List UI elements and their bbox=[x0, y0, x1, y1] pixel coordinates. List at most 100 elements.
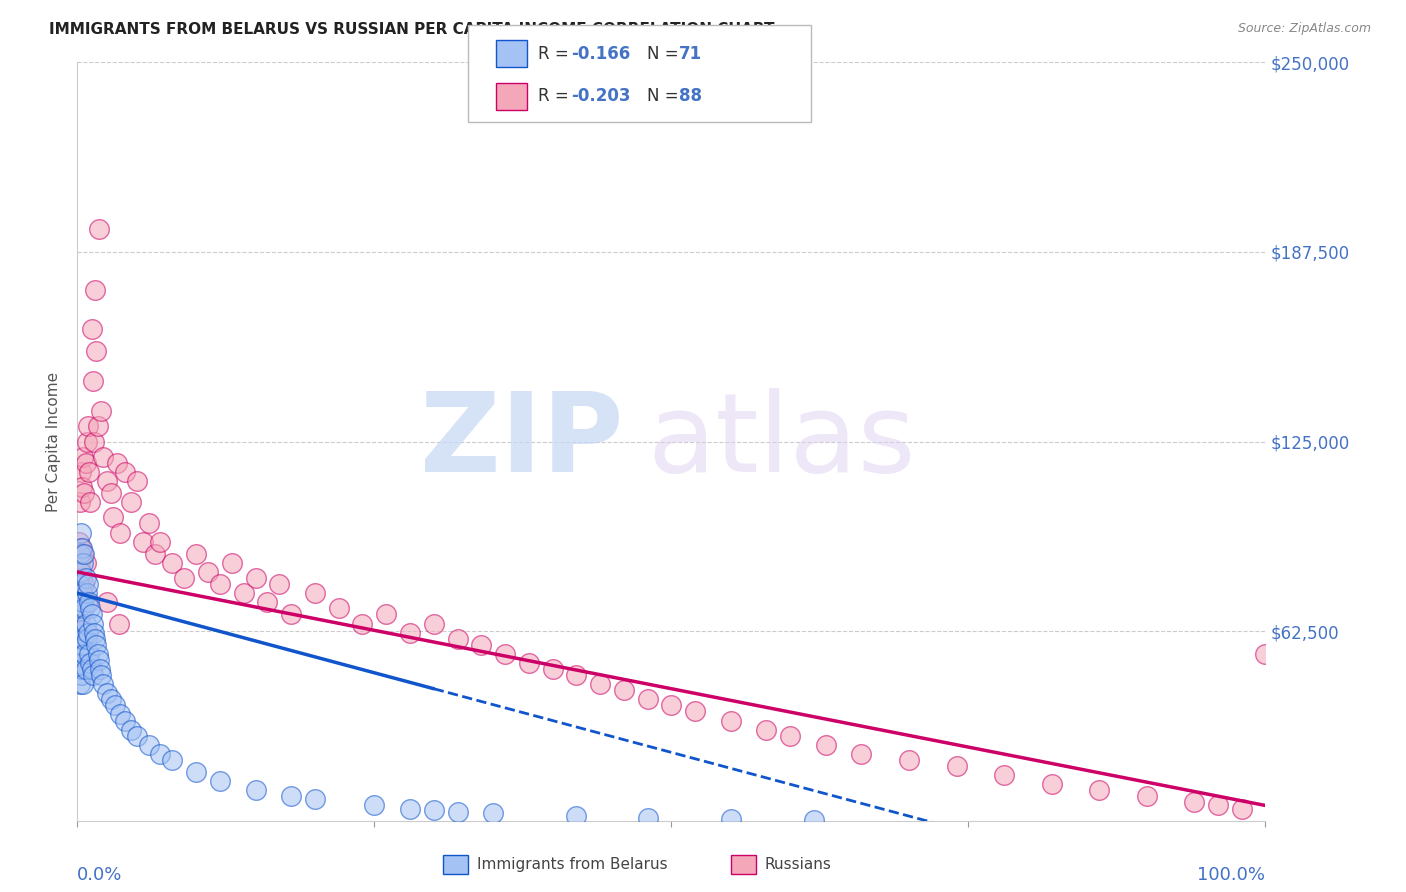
Point bbox=[77, 647, 100, 661]
Point bbox=[73, 486, 96, 500]
Point bbox=[73, 601, 96, 615]
Point bbox=[186, 547, 208, 561]
Text: R =: R = bbox=[538, 87, 575, 105]
Point bbox=[70, 565, 93, 579]
Point bbox=[82, 374, 104, 388]
Text: 88: 88 bbox=[679, 87, 702, 105]
Point bbox=[87, 653, 110, 667]
Text: ZIP: ZIP bbox=[420, 388, 624, 495]
Point bbox=[87, 222, 110, 236]
Point bbox=[77, 595, 100, 609]
Point bbox=[73, 577, 96, 591]
Point bbox=[208, 577, 231, 591]
Point bbox=[720, 714, 742, 728]
Point bbox=[304, 586, 326, 600]
Point bbox=[100, 692, 122, 706]
Point bbox=[77, 625, 100, 640]
Point bbox=[86, 647, 108, 661]
Point bbox=[1136, 789, 1159, 804]
Point bbox=[72, 450, 94, 464]
Point bbox=[256, 595, 278, 609]
Point bbox=[67, 632, 90, 646]
Point bbox=[399, 625, 422, 640]
Text: N =: N = bbox=[647, 45, 683, 62]
Point bbox=[208, 774, 231, 789]
Point bbox=[75, 662, 97, 676]
Point bbox=[70, 601, 93, 615]
Point bbox=[120, 495, 142, 509]
Point bbox=[70, 541, 93, 555]
Point bbox=[375, 607, 398, 622]
Point bbox=[82, 668, 104, 682]
Point bbox=[363, 798, 385, 813]
Point bbox=[197, 565, 219, 579]
Point bbox=[613, 683, 636, 698]
Point bbox=[70, 662, 93, 676]
Point bbox=[399, 801, 422, 815]
Point bbox=[80, 322, 103, 336]
Point bbox=[75, 556, 97, 570]
Point bbox=[90, 404, 112, 418]
Text: R =: R = bbox=[538, 45, 575, 62]
Point bbox=[70, 465, 93, 479]
Point bbox=[221, 556, 243, 570]
Point bbox=[637, 692, 659, 706]
Point bbox=[67, 647, 90, 661]
Point bbox=[75, 456, 97, 470]
Point bbox=[86, 419, 108, 434]
Point bbox=[70, 668, 93, 682]
Point bbox=[76, 586, 98, 600]
Point bbox=[96, 686, 118, 700]
Point bbox=[851, 747, 873, 761]
Point bbox=[70, 541, 93, 555]
Point bbox=[814, 738, 837, 752]
Point bbox=[108, 525, 131, 540]
Point bbox=[149, 747, 172, 761]
Point bbox=[245, 571, 267, 585]
Point bbox=[280, 607, 302, 622]
Point bbox=[76, 632, 98, 646]
Text: 0.0%: 0.0% bbox=[77, 866, 122, 884]
Point bbox=[70, 586, 93, 600]
Point bbox=[114, 465, 136, 479]
Point bbox=[565, 809, 588, 823]
Point bbox=[82, 616, 104, 631]
Y-axis label: Per Capita Income: Per Capita Income bbox=[46, 371, 62, 512]
Point bbox=[67, 577, 90, 591]
Point bbox=[76, 595, 98, 609]
Point bbox=[149, 534, 172, 549]
Text: -0.166: -0.166 bbox=[571, 45, 630, 62]
Point bbox=[162, 556, 184, 570]
Point bbox=[72, 677, 94, 691]
Point bbox=[898, 753, 921, 767]
Point bbox=[446, 632, 468, 646]
Point bbox=[77, 465, 100, 479]
Point bbox=[131, 534, 153, 549]
Point bbox=[173, 571, 195, 585]
Point bbox=[1088, 783, 1111, 797]
Point bbox=[77, 577, 100, 591]
Point bbox=[470, 638, 492, 652]
Point bbox=[90, 668, 112, 682]
Point bbox=[70, 638, 93, 652]
Point bbox=[76, 434, 98, 449]
Point bbox=[100, 486, 122, 500]
Point bbox=[755, 723, 778, 737]
Point bbox=[70, 571, 93, 585]
Point bbox=[69, 677, 91, 691]
Point bbox=[75, 616, 97, 631]
Point bbox=[143, 547, 166, 561]
Text: Source: ZipAtlas.com: Source: ZipAtlas.com bbox=[1237, 22, 1371, 36]
Text: 71: 71 bbox=[679, 45, 702, 62]
Point bbox=[69, 656, 91, 670]
Point bbox=[69, 595, 91, 609]
Point bbox=[89, 662, 111, 676]
Point bbox=[105, 456, 128, 470]
Point bbox=[86, 343, 108, 358]
Point bbox=[589, 677, 612, 691]
Point bbox=[93, 450, 115, 464]
Point bbox=[79, 601, 101, 615]
Point bbox=[423, 616, 446, 631]
Point bbox=[352, 616, 374, 631]
Point bbox=[661, 698, 683, 713]
